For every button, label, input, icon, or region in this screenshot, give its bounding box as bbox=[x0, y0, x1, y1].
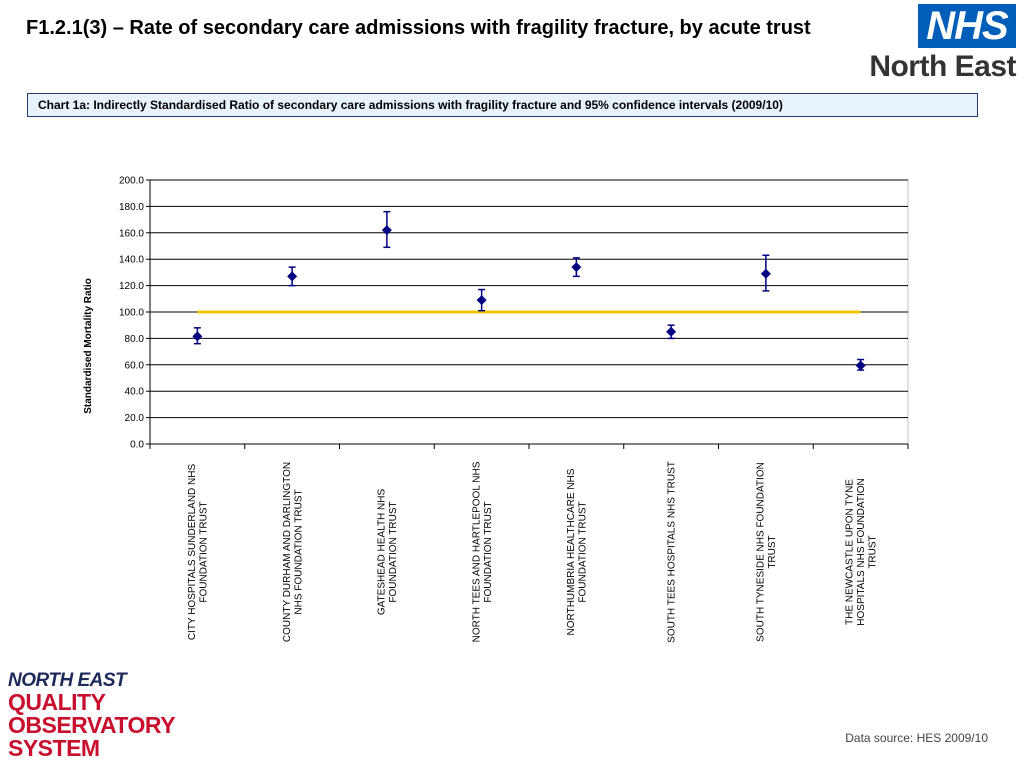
nequos-logo-line1: NORTH EAST bbox=[8, 670, 127, 691]
category-label-line: SOUTH TYNESIDE NHS FOUNDATION bbox=[756, 462, 767, 642]
category-label: NORTH TEES AND HARTLEPOOL NHS FOUNDATION … bbox=[471, 461, 494, 642]
category-label-line: FOUNDATION TRUST bbox=[578, 501, 589, 602]
category-label-line: FOUNDATION TRUST bbox=[388, 501, 399, 602]
category-label-line: NORTHUMBRIA HEALTHCARE NHS bbox=[566, 468, 577, 635]
y-tick-label: 60.0 bbox=[125, 360, 145, 371]
data-point bbox=[381, 225, 392, 236]
category-label-line: COUNTY DURHAM AND DARLINGTON bbox=[282, 462, 293, 642]
y-tick-label: 0.0 bbox=[130, 440, 144, 451]
category-label-line: HOSPITALS NHS FOUNDATION bbox=[856, 478, 867, 625]
y-tick-label: 40.0 bbox=[125, 387, 145, 398]
nhs-logo-mark: NHS bbox=[918, 4, 1016, 48]
chart-caption: Chart 1a: Indirectly Standardised Ratio … bbox=[27, 93, 978, 117]
y-tick-label: 180.0 bbox=[119, 202, 144, 213]
nequos-logo-line2: QUALITY bbox=[8, 689, 106, 715]
data-point bbox=[855, 360, 866, 371]
data-points bbox=[192, 225, 866, 371]
category-label-line: SOUTH TEES HOSPITALS NHS TRUST bbox=[667, 461, 678, 643]
category-label-line: TRUST bbox=[767, 535, 778, 568]
category-label-line: NORTH TEES AND HARTLEPOOL NHS bbox=[471, 461, 482, 642]
category-label: CITY HOSPITALS SUNDERLAND NHS FOUNDATION … bbox=[187, 464, 210, 641]
nhs-logo-region: North East bbox=[869, 50, 1016, 83]
category-label-line: NHS FOUNDATION TRUST bbox=[293, 489, 304, 614]
data-point bbox=[287, 271, 298, 282]
category-label: NORTHUMBRIA HEALTHCARE NHS FOUNDATION TRU… bbox=[566, 468, 589, 635]
category-label-line: CITY HOSPITALS SUNDERLAND NHS bbox=[187, 464, 198, 641]
nequos-logo-line3: OBSERVATORY bbox=[8, 712, 176, 738]
data-point bbox=[571, 262, 582, 273]
page-title: F1.2.1(3) – Rate of secondary care admis… bbox=[26, 17, 811, 39]
category-label-line: THE NEWCASTLE UPON TYNE bbox=[845, 479, 856, 625]
y-tick-label: 20.0 bbox=[125, 413, 145, 424]
category-label-line: FOUNDATION TRUST bbox=[199, 501, 210, 602]
y-axis-label: Standardised Mortality Ratio bbox=[83, 278, 94, 414]
y-tick-label: 140.0 bbox=[119, 255, 144, 266]
data-point bbox=[192, 331, 203, 342]
category-label-line: GATESHEAD HEALTH NHS bbox=[377, 489, 388, 616]
category-labels: CITY HOSPITALS SUNDERLAND NHS FOUNDATION … bbox=[187, 461, 879, 643]
y-tick-label: 100.0 bbox=[119, 308, 144, 319]
category-label: SOUTH TYNESIDE NHS FOUNDATION TRUST bbox=[756, 462, 779, 642]
x-tick-marks bbox=[149, 444, 909, 449]
y-tick-label: 200.0 bbox=[119, 176, 144, 187]
category-label: THE NEWCASTLE UPON TYNE HOSPITALS NHS FOU… bbox=[845, 478, 879, 625]
nhs-north-east-logo: NHS North East bbox=[850, 4, 1018, 84]
data-point bbox=[666, 326, 677, 337]
nequos-logo: NORTH EAST QUALITY OBSERVATORY SYSTEM bbox=[8, 670, 208, 760]
data-point bbox=[476, 295, 487, 306]
y-tick-label: 120.0 bbox=[119, 281, 144, 292]
y-tick-label: 160.0 bbox=[119, 228, 144, 239]
category-label: COUNTY DURHAM AND DARLINGTON NHS FOUNDATI… bbox=[282, 462, 305, 642]
error-bars bbox=[193, 210, 865, 371]
data-point bbox=[760, 268, 771, 279]
nequos-logo-line4: SYSTEM bbox=[8, 735, 100, 761]
category-label: GATESHEAD HEALTH NHS FOUNDATION TRUST bbox=[377, 489, 400, 616]
category-label: SOUTH TEES HOSPITALS NHS TRUST bbox=[667, 461, 678, 643]
y-tick-labels: 0.0 20.0 40.0 60.0 80.0 100.0 120.0 140.0 160.0 1… bbox=[119, 176, 144, 451]
data-source: Data source: HES 2009/10 bbox=[845, 731, 988, 745]
y-tick-label: 80.0 bbox=[125, 334, 145, 345]
category-label-line: FOUNDATION TRUST bbox=[483, 501, 494, 602]
category-label-line: TRUST bbox=[868, 535, 879, 568]
